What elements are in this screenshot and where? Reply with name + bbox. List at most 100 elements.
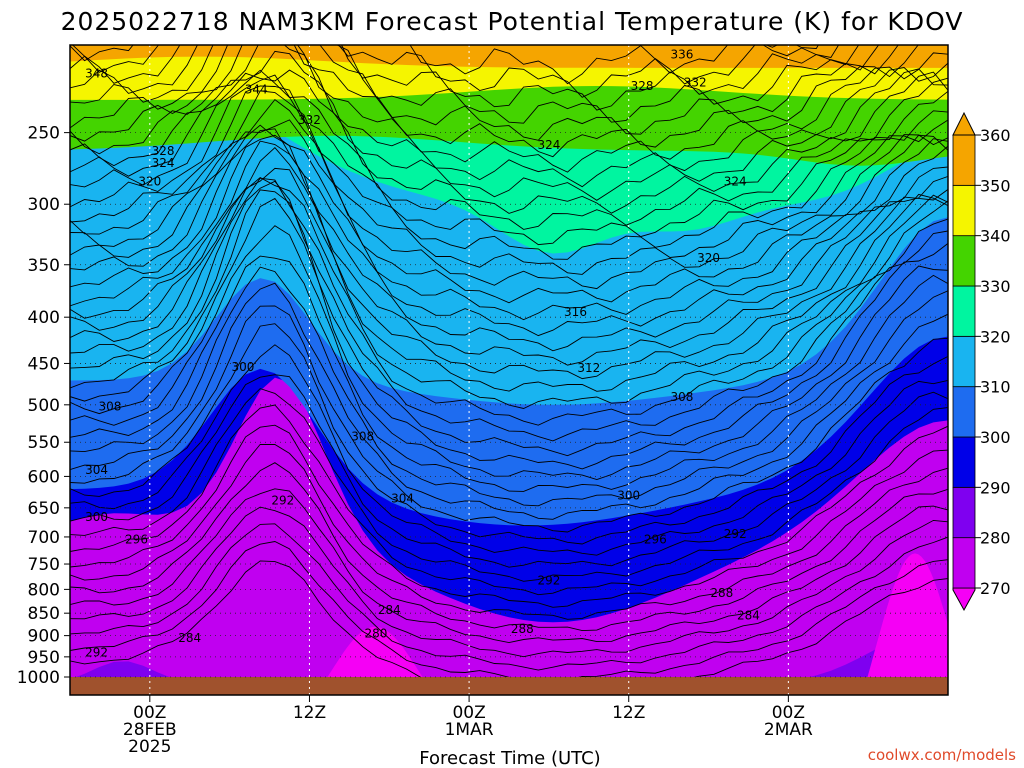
isentrope-line [70,119,948,304]
y-tick-label: 500 [28,396,60,416]
isentrope-line [70,45,860,111]
isentrope-line [70,45,948,173]
isentrope-line [70,45,880,124]
isentrope-line [70,90,948,275]
x-tick-label: 12Z [293,703,326,723]
contour-label: 320 [697,251,720,265]
contour-label: 300 [85,510,108,524]
contour-label: 284 [378,603,401,617]
x-tick-label: 12Z [612,703,645,723]
contour-label: 304 [391,492,414,506]
isentrope-line [70,374,948,568]
isentrope-line [70,404,948,596]
isentrope-line [70,140,948,366]
contour-label: 292 [724,527,747,541]
contour-label: 308 [670,390,693,404]
x-tick-label: 00Z [133,703,166,723]
isentrope-line [70,506,948,658]
isentrope-line [70,124,948,321]
y-tick-label: 800 [28,580,60,600]
y-tick-label: 550 [28,433,60,453]
isentrope-line [70,98,948,290]
isentrope-line [70,305,948,533]
isentrope-line [70,177,948,409]
isentrope-line [70,323,948,545]
colorbar-label: 350 [980,176,1011,195]
isentrope-line [70,167,948,392]
contour-label: 292 [271,494,294,508]
y-tick-label: 750 [28,555,60,575]
isentrope-line [70,388,948,582]
isentrope-line [70,177,948,426]
isentrope-line [70,45,819,85]
theta-band-270-b [867,553,948,677]
colorbar-swatch [952,436,976,488]
plot-frame [69,44,949,696]
isentrope-line [70,462,948,632]
isentrope-line [70,50,948,201]
colorbar-label: 290 [980,478,1011,497]
colorbar-label: 340 [980,227,1011,246]
x-tick-label: 2025 [128,737,171,757]
ground-strip [70,677,948,695]
y-axis: 250 300 350 400 450 500 550 600 650 700 750 800 850 9… [17,124,70,688]
contour-label: 348 [85,66,108,80]
y-tick-label: 250 [28,124,60,144]
contour-label: 296 [644,533,667,547]
grid [70,45,948,695]
isentrope-line [70,344,948,556]
theta-band-360 [70,45,948,68]
contour-label: 324 [152,156,175,170]
isentrope-line [70,424,948,608]
contour-label: 324 [724,174,747,188]
contour-label: 292 [537,573,560,587]
isentrope-line [70,147,948,380]
y-tick-label: 600 [28,467,60,487]
isentrope-line [70,266,948,507]
colorbar-swatch [952,486,976,539]
contour-label: 332 [684,75,707,89]
colorbar-swatch [952,537,976,589]
credit-text: coolwx.com/models [868,746,1016,764]
contour-label: 300 [231,360,254,374]
theta-band-270-a [327,626,423,677]
contour-label: 292 [85,646,108,660]
x-tick-label: 1MAR [445,720,494,740]
colorbar-label: 320 [980,327,1011,346]
colorbar-label: 270 [980,579,1011,598]
isentrope-line [70,443,948,620]
x-tick-label: 2MAR [764,720,813,740]
colorbar-swatch [952,335,976,388]
y-tick-label: 350 [28,256,60,276]
isentrope-line [70,134,948,352]
x-tick-label: 28FEB [123,720,177,740]
x-tick-label: 00Z [452,703,485,723]
y-tick-label: 950 [28,648,60,668]
x-tick-label: 00Z [772,703,805,723]
colorbar-swatch [952,235,976,287]
y-tick-label: 300 [28,195,60,215]
contour-label: 320 [138,174,161,188]
colorbar-label: 360 [980,126,1011,145]
contour-label: 316 [564,305,587,319]
colorbar-label: 280 [980,529,1011,548]
isentrope-line [70,69,948,230]
isentrope-line [70,197,948,470]
y-tick-label: 450 [28,354,60,374]
isentrope-line [70,128,948,337]
y-tick-label: 850 [28,604,60,624]
y-tick-label: 400 [28,308,60,328]
isentrope-line [70,69,948,214]
contour-label: 284 [737,608,760,622]
isentrope-line [70,45,919,158]
colorbar-swatch [952,134,976,186]
colorbar-label: 300 [980,428,1011,447]
contour-label: 328 [631,79,654,93]
contour-label: 344 [245,83,268,97]
colorbar-label: 330 [980,277,1011,296]
contour-label: 304 [85,463,108,477]
contour-label: 324 [537,138,560,152]
